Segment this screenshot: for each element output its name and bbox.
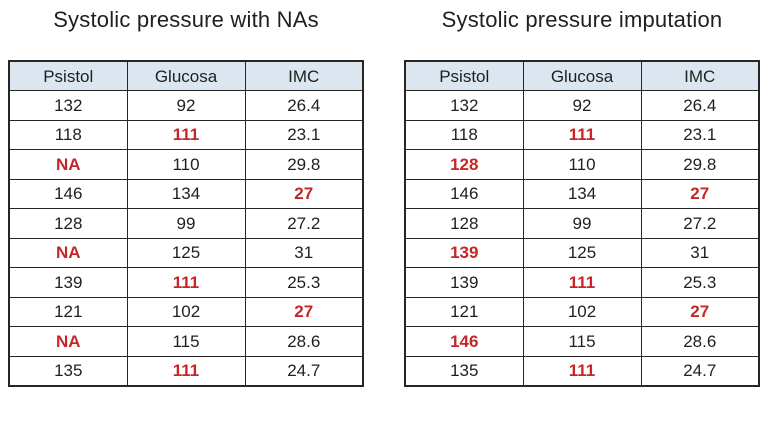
- table-cell: 26.4: [244, 90, 364, 121]
- table-cell: 125: [126, 237, 246, 268]
- table-cell: 28.6: [244, 326, 364, 357]
- table-row: 139 111 25.3: [404, 267, 760, 298]
- table-row: 132 92 26.4: [8, 90, 364, 121]
- column-header: Glucosa: [126, 60, 246, 91]
- table-row: 121 102 27: [8, 296, 364, 327]
- table-cell: 29.8: [640, 149, 760, 180]
- column-header: Psistol: [8, 60, 128, 91]
- table-cell: 99: [522, 208, 642, 239]
- table-cell: 29.8: [244, 149, 364, 180]
- highlighted-cell: 111: [126, 267, 246, 298]
- table-row: NA 115 28.6: [8, 326, 364, 357]
- table-cell: 115: [522, 326, 642, 357]
- table-cell: 110: [522, 149, 642, 180]
- table-row: 146 134 27: [404, 178, 760, 209]
- table-cell: 24.7: [244, 355, 364, 386]
- table-row: 118 111 23.1: [404, 119, 760, 150]
- table-imputation: Psistol Glucosa IMC 132 92 26.4 118 111 23.1 128 1…: [404, 60, 760, 387]
- table-cell: 92: [522, 90, 642, 121]
- table-cell: 31: [244, 237, 364, 268]
- table-cell: 25.3: [640, 267, 760, 298]
- table-cell: 139: [8, 267, 128, 298]
- table-title-with-nas: Systolic pressure with NAs: [53, 7, 319, 32]
- column-header: Psistol: [404, 60, 524, 91]
- table-cell: 118: [404, 119, 524, 150]
- highlighted-cell: NA: [8, 326, 128, 357]
- table-cell: 27.2: [640, 208, 760, 239]
- table-cell: 128: [404, 208, 524, 239]
- table-cell: 121: [404, 296, 524, 327]
- table-with-nas: Psistol Glucosa IMC 132 92 26.4 118 111 23.1 NA 11…: [8, 60, 364, 387]
- table-cell: 134: [126, 178, 246, 209]
- table-cell: 121: [8, 296, 128, 327]
- table-row: 132 92 26.4: [404, 90, 760, 121]
- panel-with-nas: Systolic pressure with NAs Psistol Glucos…: [8, 4, 364, 387]
- highlighted-cell: 139: [404, 237, 524, 268]
- highlighted-cell: 111: [126, 119, 246, 150]
- table-cell: 135: [8, 355, 128, 386]
- table-cell: 25.3: [244, 267, 364, 298]
- table-cell: 24.7: [640, 355, 760, 386]
- table-cell: 132: [8, 90, 128, 121]
- table-cell: 28.6: [640, 326, 760, 357]
- highlighted-cell: NA: [8, 237, 128, 268]
- highlighted-cell: 27: [244, 178, 364, 209]
- table-cell: 26.4: [640, 90, 760, 121]
- table-cell: 102: [522, 296, 642, 327]
- table-cell: 115: [126, 326, 246, 357]
- header-row: Psistol Glucosa IMC: [404, 60, 760, 91]
- column-header: IMC: [244, 60, 364, 91]
- table-cell: 27.2: [244, 208, 364, 239]
- table-cell: 139: [404, 267, 524, 298]
- comparison-figure: Systolic pressure with NAs Psistol Glucos…: [8, 4, 760, 387]
- table-cell: 23.1: [244, 119, 364, 150]
- column-header: Glucosa: [522, 60, 642, 91]
- table-cell: 135: [404, 355, 524, 386]
- panel-imputation: Systolic pressure imputation Psistol Gluc…: [404, 4, 760, 387]
- table-row: 135 111 24.7: [404, 355, 760, 386]
- table-cell: 102: [126, 296, 246, 327]
- header-row: Psistol Glucosa IMC: [8, 60, 364, 91]
- table-cell: 31: [640, 237, 760, 268]
- table-row: NA 125 31: [8, 237, 364, 268]
- table-cell: 125: [522, 237, 642, 268]
- highlighted-cell: 27: [640, 178, 760, 209]
- table-row: 128 110 29.8: [404, 149, 760, 180]
- table-cell: 146: [8, 178, 128, 209]
- highlighted-cell: NA: [8, 149, 128, 180]
- highlighted-cell: 27: [640, 296, 760, 327]
- table-cell: 99: [126, 208, 246, 239]
- table-cell: 110: [126, 149, 246, 180]
- table-cell: 132: [404, 90, 524, 121]
- table-row: 121 102 27: [404, 296, 760, 327]
- highlighted-cell: 27: [244, 296, 364, 327]
- highlighted-cell: 111: [522, 267, 642, 298]
- table-row: 135 111 24.7: [8, 355, 364, 386]
- highlighted-cell: 111: [522, 119, 642, 150]
- table-row: 118 111 23.1: [8, 119, 364, 150]
- table-cell: 118: [8, 119, 128, 150]
- highlighted-cell: 146: [404, 326, 524, 357]
- highlighted-cell: 111: [126, 355, 246, 386]
- table-row: 128 99 27.2: [404, 208, 760, 239]
- table-row: 139 111 25.3: [8, 267, 364, 298]
- table-title-imputation: Systolic pressure imputation: [441, 7, 723, 32]
- table-row: 146 115 28.6: [404, 326, 760, 357]
- table-cell: 134: [522, 178, 642, 209]
- table-row: 139 125 31: [404, 237, 760, 268]
- table-row: NA 110 29.8: [8, 149, 364, 180]
- column-header: IMC: [640, 60, 760, 91]
- highlighted-cell: 128: [404, 149, 524, 180]
- table-cell: 92: [126, 90, 246, 121]
- highlighted-cell: 111: [522, 355, 642, 386]
- table-cell: 128: [8, 208, 128, 239]
- table-cell: 146: [404, 178, 524, 209]
- table-cell: 23.1: [640, 119, 760, 150]
- table-row: 128 99 27.2: [8, 208, 364, 239]
- table-row: 146 134 27: [8, 178, 364, 209]
